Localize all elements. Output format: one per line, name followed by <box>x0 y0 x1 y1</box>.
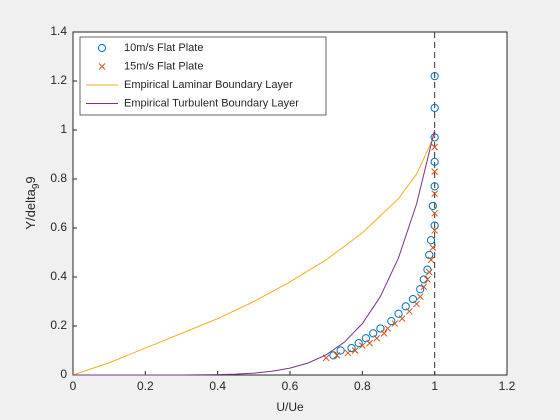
cross-marker <box>366 339 373 347</box>
circle-marker <box>376 324 385 333</box>
circle-marker <box>416 285 425 294</box>
legend-swatch <box>97 43 107 53</box>
y-tick-label: 0.4 <box>50 269 67 283</box>
legend-label: 15m/s Flat Plate <box>124 60 203 72</box>
legend: 10m/s Flat Plate 15m/s Flat Plate Empirica… <box>79 36 327 116</box>
cross-marker <box>429 244 437 251</box>
cross-marker <box>427 256 435 264</box>
x-axis-label: U/Ue <box>276 400 304 414</box>
circle-marker <box>430 157 439 166</box>
y-label-sub: 9 <box>31 183 42 189</box>
cross-marker <box>420 283 428 291</box>
y-label-tail: 9 <box>23 176 38 183</box>
cross-marker <box>416 293 424 300</box>
circle-marker <box>430 103 439 113</box>
circle-marker <box>336 346 345 355</box>
x-tick-label: 0.4 <box>209 379 226 393</box>
legend-label: Empirical Laminar Boundary Layer <box>124 79 293 91</box>
cross-marker <box>431 190 439 198</box>
circle-marker <box>430 182 439 191</box>
cross-marker <box>413 300 420 308</box>
circle-marker <box>430 221 439 230</box>
cross-marker <box>431 227 439 234</box>
circle-marker <box>387 317 396 326</box>
x-tick-label: 0.8 <box>354 379 371 393</box>
axes-box <box>72 31 508 376</box>
x-tick-label: 0.6 <box>282 379 299 393</box>
cross-marker <box>431 143 439 151</box>
y-tick-label: 0.2 <box>50 318 67 332</box>
y-tick-label: 1.2 <box>50 73 67 87</box>
circle-marker <box>361 334 371 343</box>
circle-marker <box>430 72 439 81</box>
y-axis-label: Y/delta99 <box>23 176 41 229</box>
cross-marker <box>405 307 413 315</box>
cross-marker <box>333 352 341 359</box>
x-tick-label: 1 <box>431 379 438 393</box>
circle-marker <box>408 294 418 304</box>
y-tick-label: 0.8 <box>50 171 67 185</box>
y-tick-label: 1 <box>60 122 67 136</box>
cross-marker <box>425 268 433 276</box>
circle-marker <box>430 133 439 142</box>
cross-marker <box>431 209 439 217</box>
cross-marker <box>380 329 388 337</box>
cross-marker <box>431 168 439 176</box>
legend-label: 10m/s Flat Plate <box>124 42 203 54</box>
circle-marker <box>347 343 356 353</box>
cross-marker <box>424 276 431 283</box>
series-line <box>72 134 436 376</box>
circle-marker <box>369 329 378 338</box>
y-label-main: Y/delta <box>23 188 38 229</box>
cross-marker <box>344 349 352 357</box>
cross-marker <box>358 342 366 349</box>
circle-marker <box>426 236 436 245</box>
legend-swatch <box>98 63 106 70</box>
cross-marker <box>373 334 381 342</box>
circle-marker <box>428 201 437 211</box>
circle-marker <box>394 309 403 318</box>
x-tick-label: 0 <box>70 379 77 393</box>
cross-marker <box>384 325 392 332</box>
legend-label: Empirical Turbulent Boundary Layer <box>124 97 299 109</box>
circle-marker <box>354 339 363 348</box>
cross-marker <box>391 320 399 327</box>
circle-marker <box>401 302 410 311</box>
legend-box <box>79 36 327 116</box>
cross-marker <box>398 315 406 323</box>
x-tick-label: 0.2 <box>137 379 154 393</box>
y-tick-label: 0.6 <box>50 220 67 234</box>
x-tick-label: 1.2 <box>499 379 516 393</box>
y-tick-label: 0 <box>60 367 67 381</box>
series-line <box>73 129 436 376</box>
y-tick-label: 1.4 <box>50 24 67 38</box>
cross-marker <box>351 347 359 354</box>
